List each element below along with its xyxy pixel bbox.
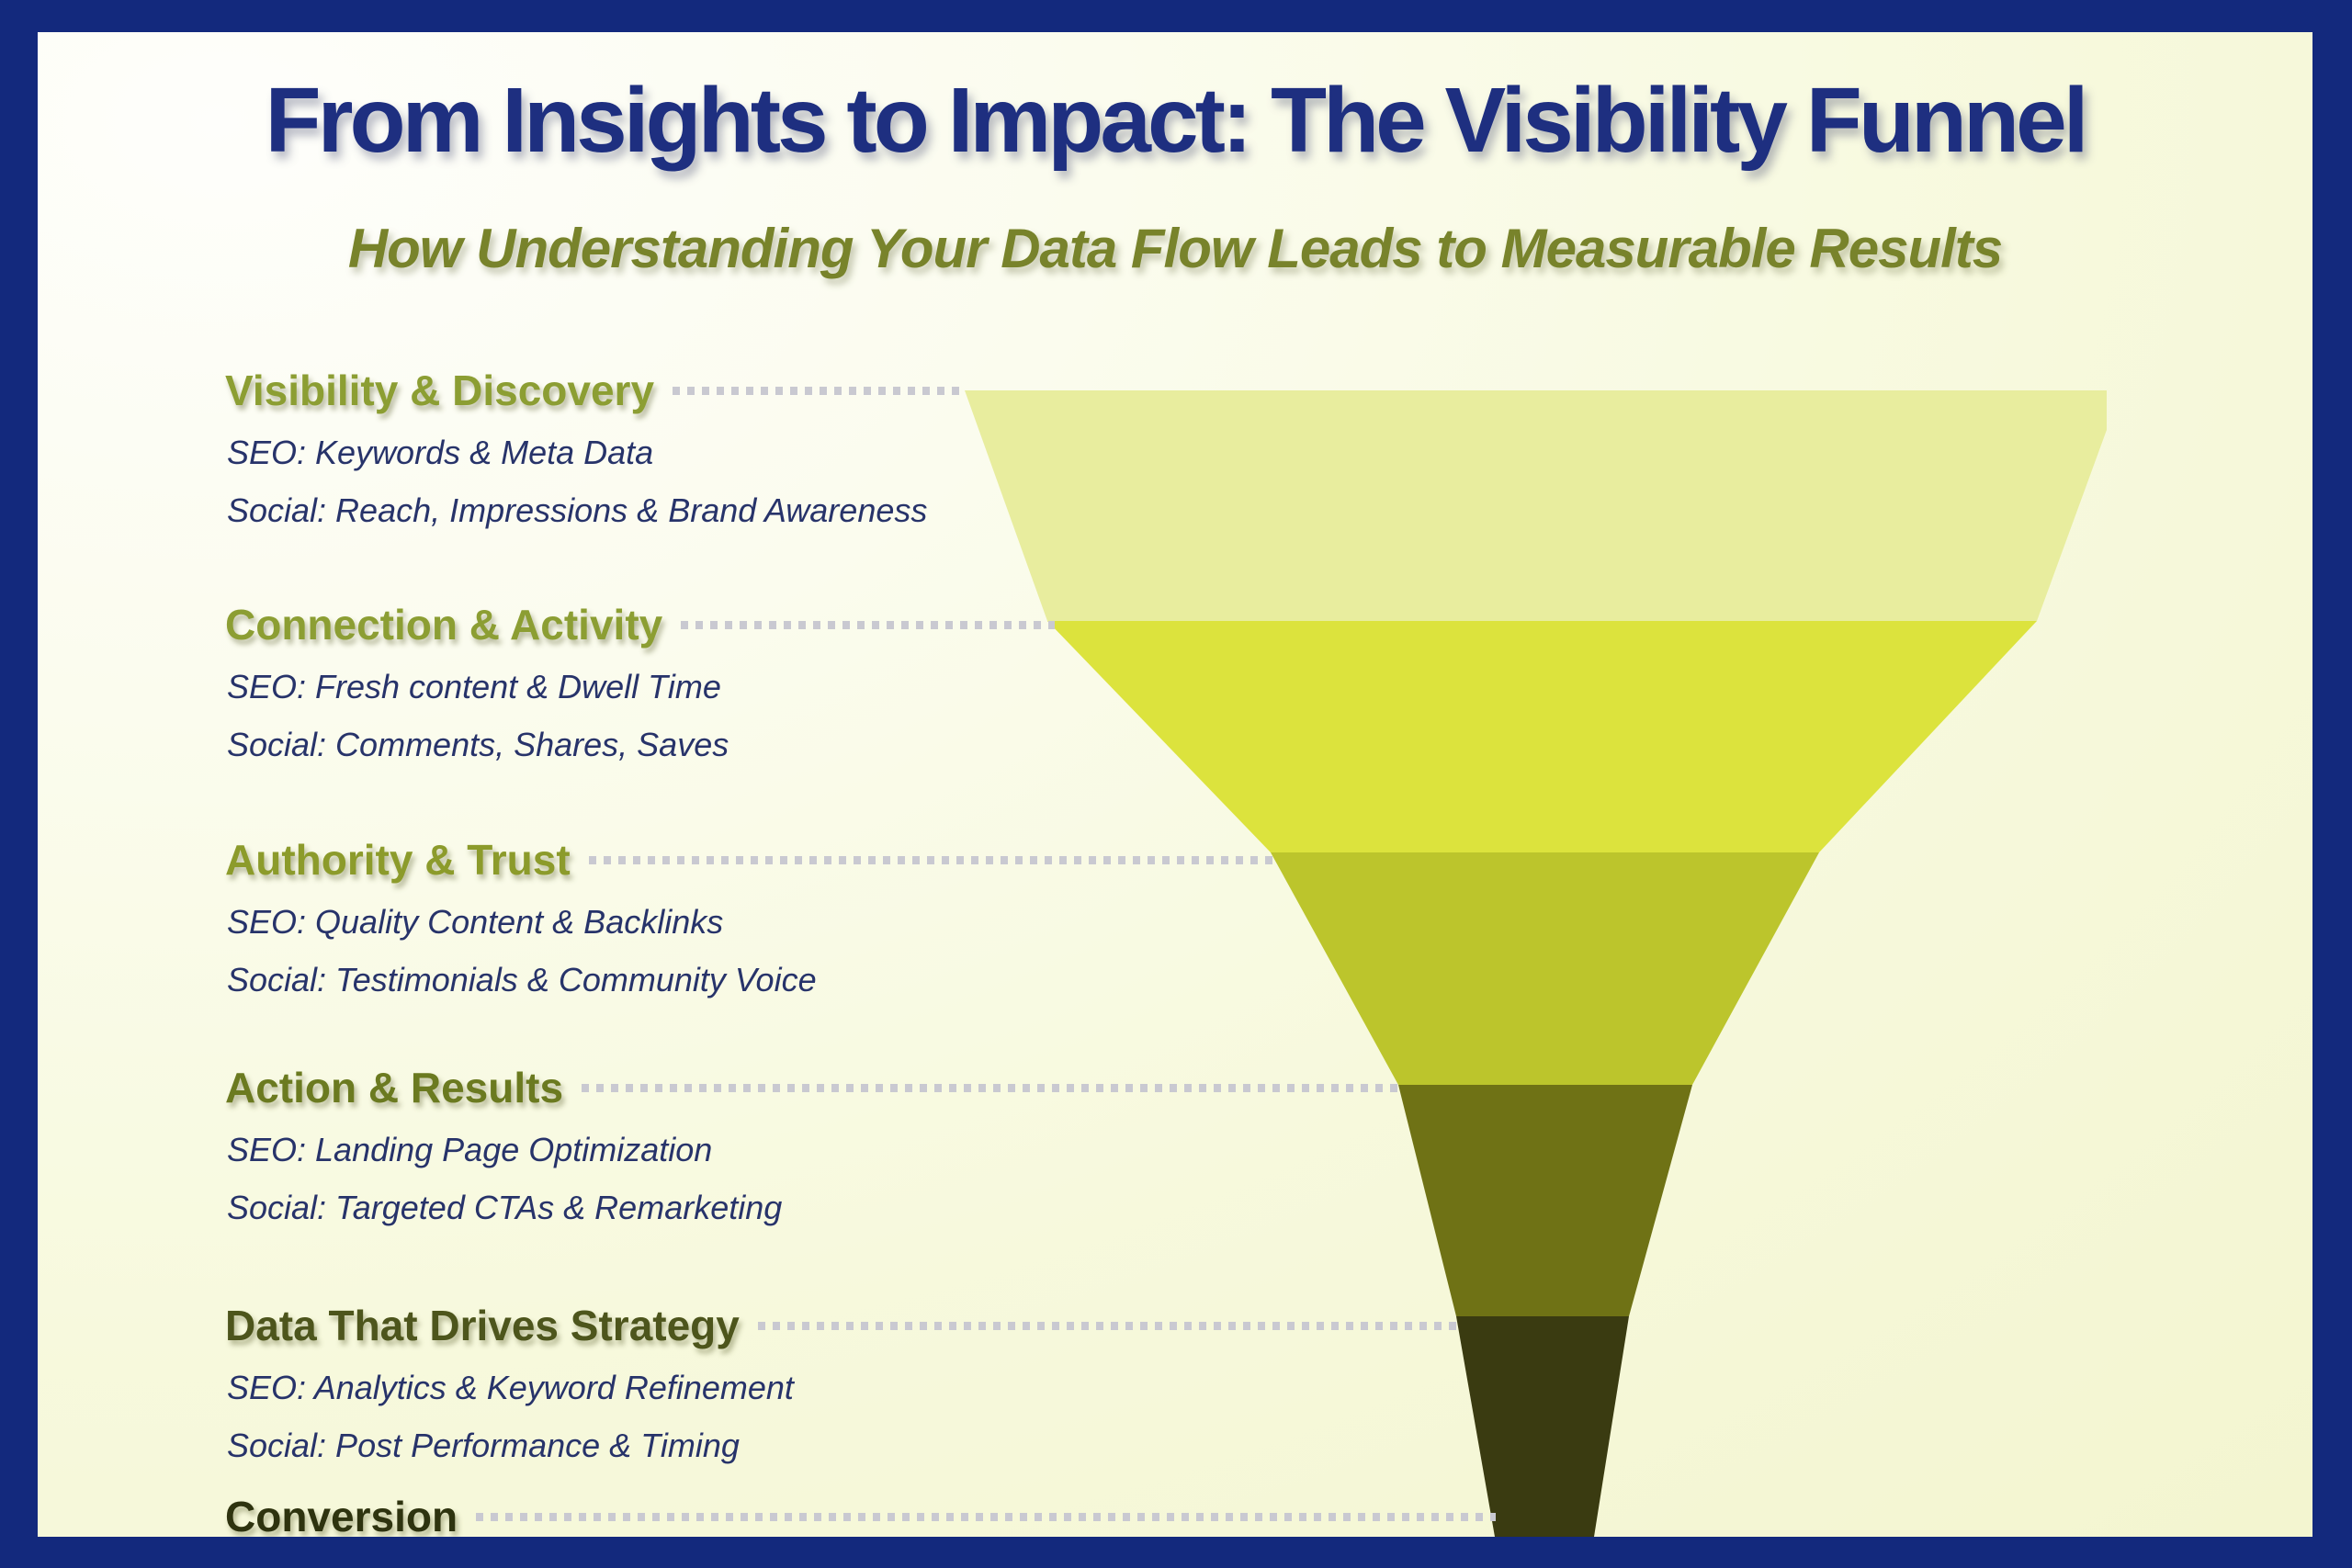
stage-header-row: Action & Results: [225, 1064, 1404, 1112]
stage-social-detail: Social: Testimonials & Community Voice: [227, 961, 817, 998]
stage-header-row: Visibility & Discovery: [225, 367, 963, 415]
dotted-connector-line: [673, 387, 963, 395]
stage-header-row: Data That Drives Strategy: [225, 1302, 1459, 1350]
dotted-connector-line: [476, 1513, 1496, 1521]
stage-seo-detail: SEO: Keywords & Meta Data: [227, 434, 654, 471]
stage-seo-detail: SEO: Landing Page Optimization: [227, 1131, 713, 1168]
stage-action-results: Action & Results SEO: Landing Page Optim…: [225, 1064, 1404, 1247]
funnel-segment-connection: [1047, 621, 2037, 852]
page-subtitle: How Understanding Your Data Flow Leads t…: [347, 218, 2003, 279]
stage-social-detail: Social: Post Performance & Timing: [227, 1427, 740, 1464]
stage-label: Authority & Trust: [225, 836, 571, 884]
funnel-segment-authority: [1271, 852, 1819, 1085]
stage-social-detail: Social: Reach, Impressions & Brand Aware…: [227, 491, 928, 529]
visibility-funnel-graphic: [965, 390, 2107, 1537]
stage-authority-trust: Authority & Trust SEO: Quality Content &…: [225, 836, 1273, 1020]
stage-header-row: Connection & Activity: [225, 601, 1055, 649]
dotted-connector-line: [757, 1322, 1459, 1330]
stage-seo-detail: SEO: Fresh content & Dwell Time: [227, 668, 721, 705]
stage-social-detail: Social: Comments, Shares, Saves: [227, 726, 729, 763]
stage-connection-activity: Connection & Activity SEO: Fresh content…: [225, 601, 1055, 784]
stage-header-row: Authority & Trust: [225, 836, 1273, 885]
funnel-segment-visibility: [965, 390, 2107, 621]
stage-label: Visibility & Discovery: [225, 367, 655, 414]
page-title: From Insights to Impact: The Visibility …: [265, 69, 2089, 172]
dotted-connector-line: [588, 856, 1273, 864]
dotted-connector-line: [681, 621, 1055, 629]
stage-label: Action & Results: [225, 1064, 564, 1111]
stage-label: Data That Drives Strategy: [225, 1302, 740, 1349]
stage-social-detail: Social: Targeted CTAs & Remarketing: [227, 1189, 783, 1226]
stage-seo-detail: SEO: Quality Content & Backlinks: [227, 903, 724, 941]
funnel-segment-conversion-stem: [1456, 1316, 1629, 1537]
stage-seo-detail: SEO: Analytics & Keyword Refinement: [227, 1369, 794, 1406]
stage-header-row: Conversion: [225, 1493, 1496, 1537]
funnel-segment-action: [1398, 1085, 1692, 1316]
content-area: From Insights to Impact: The Visibility …: [38, 32, 2312, 1537]
dotted-connector-line: [582, 1084, 1404, 1092]
stage-label: Connection & Activity: [225, 601, 663, 649]
stage-conversion: Conversion: [225, 1493, 1496, 1537]
stage-visibility-discovery: Visibility & Discovery SEO: Keywords & M…: [225, 367, 963, 550]
stage-data-strategy: Data That Drives Strategy SEO: Analytics…: [225, 1302, 1459, 1485]
stage-label: Conversion: [225, 1493, 458, 1537]
